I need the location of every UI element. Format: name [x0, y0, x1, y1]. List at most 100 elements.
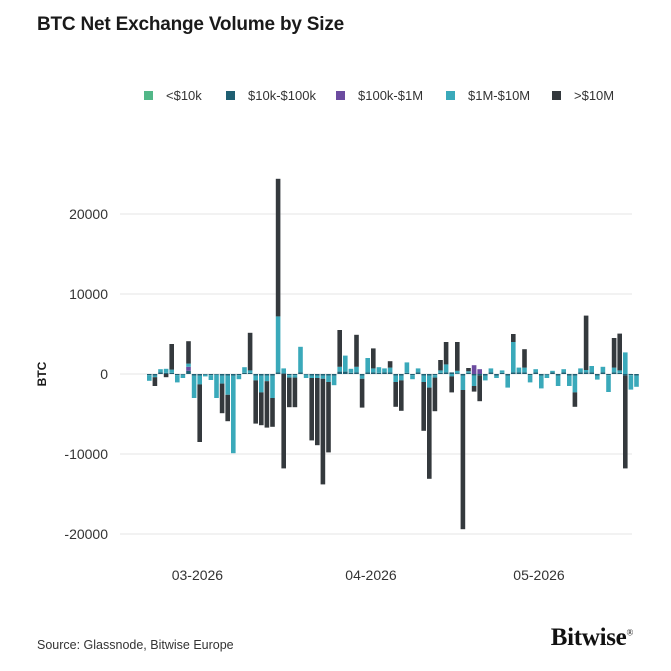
- bar-segment[interactable]: [522, 367, 527, 373]
- bar-segment[interactable]: [432, 375, 438, 378]
- bar-segment[interactable]: [225, 394, 230, 422]
- bar-segment[interactable]: [460, 375, 466, 390]
- bar-segment[interactable]: [567, 374, 572, 376]
- bar-segment[interactable]: [287, 375, 292, 378]
- bar-segment[interactable]: [253, 374, 258, 376]
- legend-item-gt-10m[interactable]: >$10M: [552, 88, 614, 103]
- bar-segment[interactable]: [214, 374, 219, 398]
- bar-segment[interactable]: [186, 363, 191, 367]
- bar-segment[interactable]: [309, 375, 314, 378]
- bar-segment[interactable]: [421, 374, 426, 376]
- bar-segment[interactable]: [152, 374, 158, 376]
- bar-segment[interactable]: [427, 375, 432, 388]
- legend-item-10k-100k[interactable]: $10k-$100k: [226, 88, 316, 103]
- bar-segment[interactable]: [606, 374, 611, 376]
- bar-segment[interactable]: [455, 373, 460, 374]
- bar-segment[interactable]: [158, 372, 163, 374]
- bar-segment[interactable]: [404, 362, 410, 373]
- bar-segment[interactable]: [208, 374, 214, 376]
- bar-segment[interactable]: [219, 375, 225, 384]
- bar-segment[interactable]: [415, 368, 421, 373]
- bar-segment[interactable]: [253, 375, 258, 381]
- bar-segment[interactable]: [455, 370, 460, 374]
- bar-segment[interactable]: [326, 382, 331, 453]
- bar-segment[interactable]: [169, 344, 174, 370]
- bar-segment[interactable]: [343, 355, 348, 372]
- bar-segment[interactable]: [550, 370, 555, 373]
- bar-segment[interactable]: [399, 380, 404, 411]
- bar-segment[interactable]: [561, 372, 566, 374]
- bar-segment[interactable]: [225, 374, 230, 376]
- bar-segment[interactable]: [382, 368, 387, 373]
- bar-segment[interactable]: [236, 374, 242, 376]
- bar-segment[interactable]: [281, 368, 286, 374]
- bar-segment[interactable]: [247, 372, 253, 374]
- bar-segment[interactable]: [371, 348, 376, 369]
- bar-segment[interactable]: [309, 378, 314, 441]
- bar-segment[interactable]: [259, 392, 264, 426]
- bar-segment[interactable]: [578, 368, 583, 373]
- bar-segment[interactable]: [410, 375, 415, 380]
- bar-segment[interactable]: [399, 374, 404, 376]
- bar-segment[interactable]: [600, 372, 606, 374]
- bar-segment[interactable]: [214, 374, 219, 375]
- bar-segment[interactable]: [147, 375, 152, 381]
- bar-segment[interactable]: [511, 342, 516, 373]
- bar-segment[interactable]: [292, 375, 298, 378]
- bar-segment[interactable]: [197, 384, 202, 442]
- bar-segment[interactable]: [331, 374, 337, 376]
- bar-segment[interactable]: [219, 374, 225, 376]
- bar-segment[interactable]: [483, 375, 488, 381]
- bar-segment[interactable]: [326, 374, 331, 376]
- bar-segment[interactable]: [617, 372, 622, 374]
- bar-segment[interactable]: [387, 367, 393, 373]
- bar-segment[interactable]: [315, 374, 320, 376]
- bar-segment[interactable]: [376, 372, 382, 374]
- bar-segment[interactable]: [231, 375, 236, 454]
- bar-segment[interactable]: [270, 374, 275, 376]
- bar-segment[interactable]: [427, 387, 432, 479]
- bar-segment[interactable]: [415, 372, 421, 374]
- bar-segment[interactable]: [623, 352, 628, 374]
- bar-segment[interactable]: [303, 374, 309, 375]
- bar-segment[interactable]: [365, 372, 370, 374]
- bar-segment[interactable]: [320, 374, 326, 376]
- bar-segment[interactable]: [466, 371, 471, 373]
- bar-segment[interactable]: [393, 375, 398, 382]
- bar-segment[interactable]: [466, 368, 471, 372]
- bar-segment[interactable]: [611, 367, 617, 373]
- bar-segment[interactable]: [572, 392, 578, 407]
- bar-segment[interactable]: [191, 375, 197, 398]
- bar-segment[interactable]: [438, 372, 443, 374]
- bar-segment[interactable]: [410, 374, 415, 376]
- bar-segment[interactable]: [320, 378, 326, 485]
- bar-segment[interactable]: [634, 374, 639, 376]
- bar-segment[interactable]: [359, 374, 365, 376]
- bar-segment[interactable]: [320, 375, 326, 379]
- bar-segment[interactable]: [309, 374, 314, 376]
- bar-segment[interactable]: [539, 374, 544, 376]
- bar-segment[interactable]: [516, 372, 522, 374]
- bar-segment[interactable]: [505, 374, 510, 376]
- bar-segment[interactable]: [203, 374, 208, 375]
- bar-segment[interactable]: [315, 378, 320, 446]
- bar-segment[interactable]: [550, 372, 555, 374]
- bar-segment[interactable]: [561, 369, 566, 373]
- bar-segment[interactable]: [449, 374, 454, 377]
- bar-segment[interactable]: [147, 374, 152, 376]
- bar-segment[interactable]: [511, 372, 516, 374]
- bar-segment[interactable]: [611, 338, 617, 368]
- bar-segment[interactable]: [152, 377, 158, 386]
- bar-segment[interactable]: [477, 369, 482, 374]
- bar-segment[interactable]: [555, 375, 561, 386]
- bar-segment[interactable]: [527, 375, 533, 383]
- bar-segment[interactable]: [628, 375, 634, 390]
- bar-segment[interactable]: [466, 372, 471, 374]
- bar-segment[interactable]: [488, 372, 494, 374]
- bar-segment[interactable]: [511, 334, 516, 342]
- bar-segment[interactable]: [180, 374, 186, 378]
- bar-segment[interactable]: [275, 316, 281, 373]
- bar-segment[interactable]: [555, 374, 561, 376]
- bar-segment[interactable]: [163, 372, 169, 374]
- bar-segment[interactable]: [270, 398, 275, 427]
